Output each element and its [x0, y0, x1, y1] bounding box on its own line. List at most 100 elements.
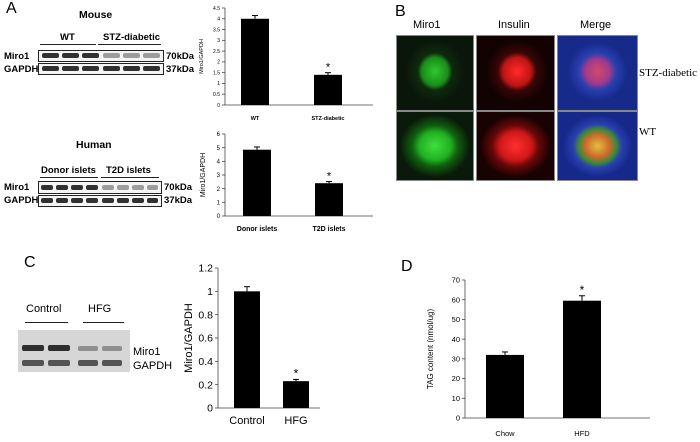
y-axis-label: Miro1/GAPDH — [183, 303, 195, 373]
mouse-group-wt: WT — [60, 32, 75, 43]
chart-a-human: 0 1 2 3 4 5 6 Miro1/GAPDH Donor islets * T2D islet… — [200, 132, 373, 233]
y-tick-label: 2.5 — [213, 49, 220, 55]
x-tick-label: Donor islets — [237, 226, 278, 233]
human-size-37: 37kDa — [164, 195, 192, 206]
panel-b-label: B — [395, 3, 406, 20]
c-control-line — [25, 322, 68, 323]
bar — [243, 149, 271, 216]
micrograph-stz-merge — [557, 35, 638, 111]
mouse-gapdh-blot — [38, 63, 164, 75]
b-row-stz: STZ-diabetic — [639, 67, 698, 79]
mouse-miro1-blot — [38, 50, 164, 62]
y-tick-label: 0 — [207, 403, 213, 415]
y-tick-label: 3 — [217, 173, 221, 179]
y-tick-label: 1 — [217, 81, 220, 87]
c-hfg-line — [83, 322, 124, 323]
significance-marker: * — [580, 283, 585, 297]
micrograph-wt-miro1 — [396, 111, 474, 181]
human-size-70: 70kDa — [164, 182, 192, 193]
x-tick-label: HFD — [574, 429, 590, 438]
y-tick-label: 0 — [217, 103, 220, 109]
mouse-size-37: 37kDa — [166, 64, 194, 75]
micrograph-wt-merge — [557, 111, 638, 181]
mouse-size-70: 70kDa — [166, 51, 194, 62]
panel-a-label: A — [6, 0, 17, 17]
y-tick-label: 3 — [217, 38, 220, 44]
y-tick-label: 6 — [217, 132, 221, 138]
panel-c-label: C — [24, 254, 36, 271]
bar — [315, 183, 343, 216]
mouse-row-gapdh: GAPDH — [4, 64, 39, 75]
b-col-merge: Merge — [580, 19, 612, 31]
significance-marker: * — [327, 171, 332, 183]
human-group-donor: Donor islets — [41, 165, 96, 176]
micrograph-stz-miro1 — [396, 35, 474, 111]
y-tick-label: 20 — [452, 374, 460, 383]
x-tick-label: Control — [229, 415, 264, 427]
bar — [234, 291, 260, 408]
bar — [314, 74, 342, 105]
y-tick-label: 0.6 — [198, 333, 213, 345]
mouse-blot-title: Mouse — [79, 9, 113, 21]
human-group-t2d: T2D islets — [106, 165, 151, 176]
y-tick-label: 0 — [456, 414, 460, 423]
human-t2d-line — [101, 177, 159, 178]
y-tick-label: 0.4 — [198, 356, 213, 368]
y-tick-label: 0.2 — [198, 379, 213, 391]
micrograph-wt-insulin — [476, 111, 555, 181]
c-row-gapdh: GAPDH — [133, 360, 173, 372]
y-tick-label: 50 — [452, 315, 460, 324]
y-tick-label: 1.5 — [213, 70, 220, 76]
panel-d-label: D — [401, 258, 413, 275]
chart-c: 0 0.2 0.4 0.6 0.8 1 1.2 Miro1/GAPDH Control * HFG — [183, 263, 320, 427]
y-tick-label: 70 — [452, 276, 460, 285]
y-tick-label: 2 — [217, 187, 221, 193]
y-tick-label: 4.5 — [213, 6, 220, 12]
y-tick-label: 5 — [217, 146, 221, 152]
y-axis-label: Miro1/GAPDH — [200, 153, 207, 197]
x-tick-label: STZ-diabetic — [311, 116, 344, 122]
c-group-control: Control — [26, 303, 62, 315]
x-tick-label: Chow — [495, 429, 515, 438]
y-tick-label: 0.8 — [198, 309, 213, 321]
y-tick-label: 3.5 — [213, 27, 220, 33]
bar — [283, 381, 309, 408]
micrograph-stz-insulin — [476, 35, 555, 111]
c-group-hfg: HFG — [88, 303, 112, 315]
y-tick-label: 0 — [217, 214, 221, 220]
human-row-gapdh: GAPDH — [4, 195, 39, 206]
y-axis-label: TAG content (nmol/ug) — [426, 309, 435, 390]
human-blot-title: Human — [76, 139, 112, 151]
significance-marker: * — [326, 62, 331, 74]
x-tick-label: WT — [251, 116, 260, 122]
chart-a-mouse: 0 0.5 1 1.5 2 2.5 3 3.5 4 4.5 Miro1/GAPDH WT * STZ-di… — [199, 6, 373, 122]
chart-d: 0 10 20 30 40 50 60 70 TAG content (nmol/ug) Chow… — [426, 276, 650, 438]
human-miro1-blot — [38, 181, 162, 194]
y-tick-label: 1 — [217, 200, 221, 206]
mouse-group-stz: STZ-diabetic — [103, 32, 161, 43]
mouse-wt-line — [40, 44, 96, 45]
b-col-insulin: Insulin — [498, 19, 530, 31]
c-blot — [18, 330, 130, 372]
mouse-row-miro1: Miro1 — [4, 51, 30, 62]
significance-marker: * — [294, 366, 299, 380]
y-tick-label: 60 — [452, 295, 460, 304]
bar — [563, 300, 601, 418]
mouse-stz-line — [98, 44, 161, 45]
y-tick-label: 30 — [452, 354, 460, 363]
y-axis-label: Miro1/GAPDH — [199, 39, 205, 74]
y-tick-label: 0.5 — [213, 92, 220, 98]
y-tick-label: 1.2 — [198, 263, 213, 275]
c-row-miro1: Miro1 — [133, 346, 161, 358]
b-col-miro1: Miro1 — [413, 19, 441, 31]
bar — [486, 354, 524, 418]
x-tick-label: HFG — [284, 415, 307, 427]
y-tick-label: 4 — [217, 17, 220, 23]
y-tick-label: 2 — [217, 60, 220, 66]
human-donor-line — [40, 177, 98, 178]
human-gapdh-blot — [38, 195, 162, 207]
y-tick-label: 4 — [217, 159, 221, 165]
x-tick-label: T2D islets — [312, 226, 345, 233]
y-tick-label: 1 — [207, 286, 213, 298]
y-tick-label: 40 — [452, 335, 460, 344]
